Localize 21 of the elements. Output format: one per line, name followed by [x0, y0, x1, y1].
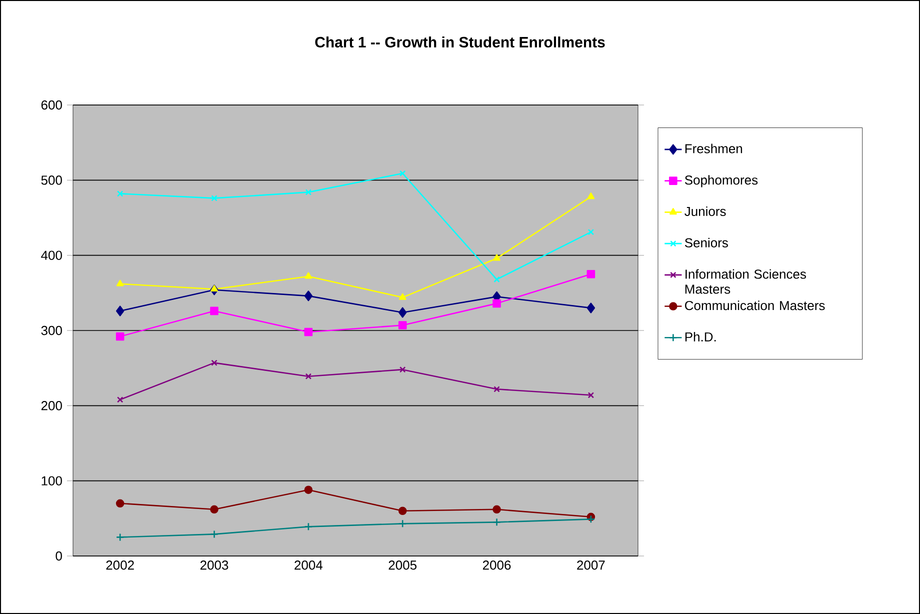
- y-tick-label: 100: [42, 476, 62, 486]
- x-tick-label: 2006: [482, 560, 511, 570]
- y-tick-label: 500: [41, 176, 62, 185]
- legend-label: Freshmen: [685, 144, 742, 154]
- legend-label: Seniors: [684, 238, 728, 248]
- legend-label: Information Sciences Masters: [685, 269, 806, 294]
- x-tick-label: 2004: [294, 560, 322, 570]
- x-tick-label: 2002: [106, 560, 134, 570]
- y-tick-label: 300: [41, 326, 62, 336]
- legend-label: Communication Masters: [685, 300, 825, 310]
- legend-label: Juniors: [684, 206, 726, 216]
- x-tick-label: 2005: [388, 560, 416, 570]
- y-tick-label: 400: [41, 250, 62, 260]
- x-tick-label: 2003: [200, 560, 228, 570]
- chart-title: Chart 1 -- Growth in Student Enrollments: [315, 36, 605, 48]
- y-tick-label: 600: [41, 100, 62, 110]
- y-tick-label: 0: [56, 551, 62, 561]
- x-tick-label: 2007: [577, 560, 605, 570]
- legend-label: Sophomores: [684, 175, 758, 188]
- legend-label: Ph.D.: [685, 332, 716, 342]
- y-tick-label: 200: [41, 401, 62, 410]
